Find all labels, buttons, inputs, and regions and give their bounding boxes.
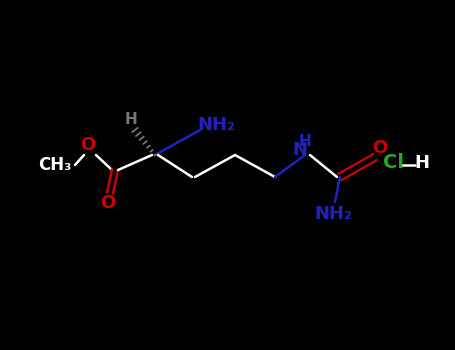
Text: H: H — [298, 133, 311, 148]
Text: Cl: Cl — [383, 154, 404, 173]
Text: N: N — [293, 141, 308, 159]
Text: H: H — [415, 154, 430, 172]
Text: H: H — [125, 112, 137, 126]
Text: O: O — [101, 194, 116, 212]
Text: CH₃: CH₃ — [38, 156, 72, 174]
Text: NH₂: NH₂ — [314, 205, 352, 223]
Text: O: O — [81, 136, 96, 154]
Text: O: O — [372, 139, 388, 157]
Text: NH₂: NH₂ — [197, 116, 235, 134]
